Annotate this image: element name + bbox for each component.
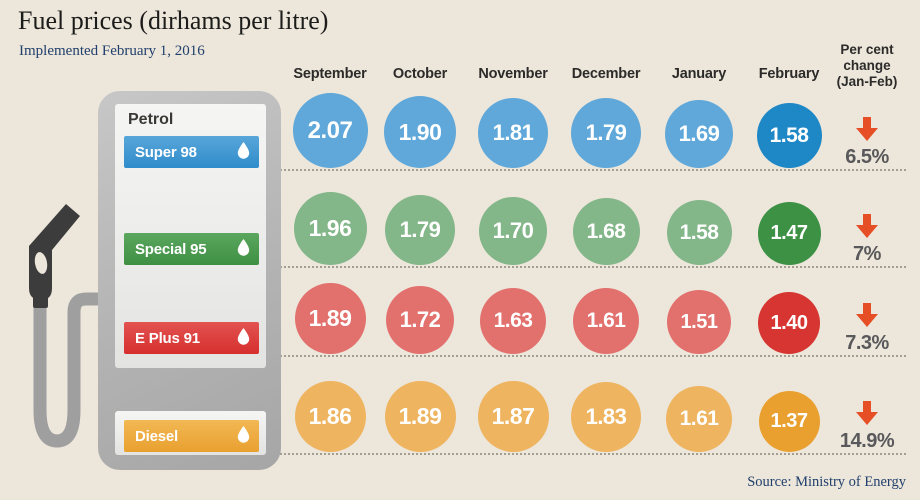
price-circle: 1.47 — [757, 202, 821, 265]
nozzle-trigger-hole — [34, 252, 48, 274]
price-circle: 1.68 — [572, 198, 640, 265]
price-circle: 1.89 — [384, 381, 456, 452]
price-value: 1.68 — [586, 219, 626, 243]
price-circle: 1.72 — [386, 286, 454, 354]
subtitle: Implemented February 1, 2016 — [19, 43, 205, 59]
price-value: 1.89 — [398, 403, 442, 429]
month-header-january: January — [671, 66, 727, 82]
price-value: 1.89 — [308, 305, 352, 331]
fuel-bar-label: Super 98 — [135, 143, 197, 161]
source-credit: Source: Ministry of Energy — [747, 474, 906, 490]
price-circle: 1.37 — [758, 391, 820, 452]
down-arrow-icon — [856, 401, 878, 425]
fuel-bar-diesel: Diesel — [124, 420, 259, 452]
percent-change-header: Per cent change (Jan-Feb) — [815, 42, 919, 90]
percent-change-value: 7.3% — [845, 332, 889, 354]
price-value: 1.61 — [679, 407, 719, 430]
percent-change-block: 14.9% — [815, 401, 919, 453]
price-value: 1.51 — [680, 310, 718, 333]
row-baseline — [120, 266, 906, 268]
price-circle: 1.83 — [571, 382, 641, 452]
percent-change-block: 7.3% — [815, 303, 919, 355]
percent-change-value: 14.9% — [839, 430, 895, 452]
price-circle: 1.40 — [758, 292, 820, 354]
price-value: 1.47 — [770, 222, 808, 244]
row-baseline — [107, 453, 906, 455]
hose-tube — [33, 292, 106, 448]
nozzle-icon — [29, 204, 80, 300]
row-baseline — [120, 169, 906, 171]
down-arrow-icon — [856, 117, 878, 141]
percent-change-header-line: change — [843, 58, 891, 73]
price-circle: 1.58 — [666, 200, 732, 265]
price-value: 1.69 — [678, 121, 720, 146]
price-value: 1.81 — [492, 120, 534, 145]
nozzle-collar — [33, 291, 48, 308]
percent-change-value: 6.5% — [845, 146, 889, 168]
price-value: 1.90 — [398, 118, 442, 145]
fuel-bar-super-98: Super 98 — [124, 136, 259, 168]
percent-change-header-line: Per cent — [840, 42, 894, 57]
droplet-icon — [237, 327, 250, 349]
price-value: 1.72 — [399, 307, 441, 332]
price-circle: 1.96 — [293, 192, 367, 265]
fuel-bar-e-plus-91: E Plus 91 — [124, 322, 259, 354]
price-value: 1.61 — [586, 309, 626, 332]
percent-change-block: 6.5% — [815, 117, 919, 169]
month-header-december: December — [571, 66, 641, 82]
pump-petrol-label: Petrol — [128, 111, 174, 128]
price-value: 2.07 — [307, 116, 353, 144]
fuel-bar-label: E Plus 91 — [135, 329, 200, 347]
price-value: 1.37 — [770, 410, 808, 432]
price-circle: 1.70 — [479, 197, 547, 265]
fuel-pump: Petrol Super 98 Special 95 E Plus 91 Diesel — [98, 91, 281, 470]
percent-change-header-line: (Jan-Feb) — [836, 74, 898, 89]
droplet-icon — [237, 425, 250, 447]
price-value: 1.96 — [308, 215, 352, 241]
price-circle: 1.89 — [294, 283, 366, 354]
fuel-bar-label: Diesel — [135, 427, 178, 445]
price-value: 1.79 — [585, 120, 627, 145]
price-circle: 1.58 — [756, 103, 822, 168]
price-value: 1.83 — [585, 404, 627, 429]
price-circle: 2.07 — [292, 93, 368, 168]
fuel-bar-special-95: Special 95 — [124, 233, 259, 265]
price-circle: 1.79 — [571, 98, 641, 168]
price-value: 1.86 — [308, 403, 352, 429]
page-title: Fuel prices (dirhams per litre) — [18, 6, 329, 35]
fuel-bar-label: Special 95 — [135, 240, 207, 258]
percent-change-value: 7% — [853, 243, 881, 265]
month-header-october: October — [392, 66, 448, 82]
price-circle: 1.61 — [666, 386, 732, 452]
price-value: 1.58 — [769, 123, 809, 147]
price-circle: 1.79 — [385, 195, 455, 265]
price-circle: 1.51 — [667, 290, 731, 354]
price-value: 1.58 — [679, 220, 719, 244]
month-header-september: September — [293, 66, 367, 82]
price-circle: 1.63 — [480, 288, 546, 354]
month-header-november: November — [478, 66, 548, 82]
price-circle: 1.81 — [478, 98, 548, 168]
price-circle: 1.87 — [477, 381, 549, 452]
percent-change-block: 7% — [815, 214, 919, 266]
droplet-icon — [237, 141, 250, 163]
price-value: 1.63 — [493, 309, 533, 332]
down-arrow-icon — [856, 214, 878, 238]
price-circle: 1.90 — [384, 96, 456, 168]
down-arrow-icon — [856, 303, 878, 327]
price-circle: 1.69 — [665, 100, 733, 168]
price-value: 1.79 — [399, 217, 441, 242]
row-baseline — [120, 355, 906, 357]
price-value: 1.87 — [491, 403, 535, 429]
price-value: 1.40 — [770, 311, 808, 334]
price-circle: 1.86 — [294, 381, 366, 452]
price-circle: 1.61 — [573, 288, 639, 354]
price-value: 1.70 — [492, 218, 534, 243]
month-header-february: February — [758, 66, 820, 82]
droplet-icon — [237, 238, 250, 260]
